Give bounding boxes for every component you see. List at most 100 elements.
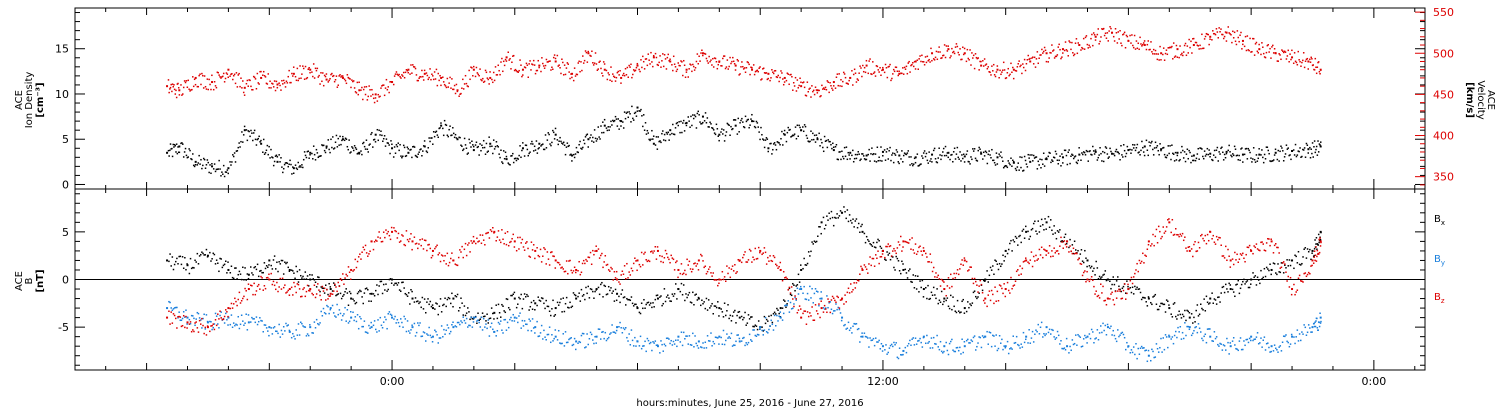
field-point: [656, 297, 659, 300]
field-sample: [704, 307, 707, 310]
velocity-sample: [1154, 49, 1157, 52]
field-sample: [703, 301, 705, 303]
density-sample: [1052, 160, 1054, 163]
density-sample: [202, 157, 205, 160]
velocity-sample: [1314, 57, 1317, 60]
density-sample: [1163, 153, 1166, 156]
velocity-sample: [1061, 56, 1063, 58]
density-point: [669, 129, 672, 132]
density-sample: [945, 154, 948, 157]
field-sample: [1305, 334, 1308, 336]
density-point: [227, 167, 230, 170]
density-sample: [851, 154, 853, 157]
velocity-sample: [615, 76, 618, 79]
velocity-sample: [1010, 62, 1012, 65]
velocity-sample: [696, 53, 699, 55]
field-sample: [1282, 272, 1285, 274]
field-sample: [275, 268, 277, 270]
density-sample: [338, 144, 340, 146]
velocity-sample: [955, 43, 958, 45]
field-sample: [423, 332, 426, 334]
field-sample: [615, 299, 618, 302]
density-sample: [809, 140, 811, 143]
field-sample: [965, 310, 968, 313]
density-sample: [594, 137, 597, 140]
density-sample: [978, 146, 980, 149]
field-sample: [1221, 349, 1224, 351]
field-sample: [578, 292, 580, 294]
velocity-sample: [998, 76, 1000, 79]
velocity-sample: [1033, 56, 1036, 59]
field-sample: [711, 345, 713, 347]
density-sample: [1240, 148, 1242, 150]
velocity-sample: [1086, 43, 1089, 46]
velocity-sample: [322, 72, 324, 74]
density-sample: [904, 153, 907, 155]
field-sample: [393, 318, 395, 320]
field-sample: [302, 275, 304, 278]
field-series-1: [166, 285, 1322, 363]
density-sample: [442, 134, 445, 137]
density-sample: [1025, 163, 1028, 165]
field-sample: [1177, 326, 1179, 329]
density-sample: [405, 154, 408, 157]
field-sample: [806, 292, 809, 295]
field-sample: [717, 337, 719, 339]
velocity-sample: [426, 74, 429, 77]
velocity-sample: [792, 89, 794, 91]
velocity-sample: [1183, 44, 1186, 47]
field-sample: [807, 251, 810, 253]
velocity-sample: [398, 73, 400, 76]
velocity-sample: [569, 77, 571, 80]
field-sample: [687, 343, 689, 345]
density-sample: [513, 157, 516, 160]
field-sample: [957, 310, 960, 312]
velocity-sample: [537, 59, 539, 62]
field-sample: [995, 260, 997, 263]
field-sample: [343, 313, 345, 315]
field-sample: [430, 305, 433, 308]
velocity-sample: [1051, 44, 1053, 46]
velocity-sample: [418, 77, 420, 79]
field-sample: [876, 241, 878, 244]
field-sample: [859, 341, 861, 343]
velocity-sample: [404, 71, 407, 74]
field-sample: [922, 336, 925, 339]
field-sample: [1180, 317, 1183, 319]
field-sample: [455, 295, 458, 298]
density-sample: [598, 136, 600, 138]
field-sample: [347, 322, 350, 324]
field-sample: [370, 300, 372, 303]
density-sample: [171, 155, 174, 158]
density-sample: [365, 139, 368, 141]
field-point: [1127, 345, 1130, 348]
field-sample: [670, 300, 672, 303]
density-sample: [235, 150, 238, 152]
velocity-sample: [459, 93, 461, 95]
density-point: [166, 151, 169, 154]
field-sample: [1164, 334, 1167, 336]
density-sample: [435, 130, 438, 133]
field-sample: [763, 315, 766, 318]
field-sample: [707, 299, 710, 301]
field-sample: [171, 256, 174, 258]
density-sample: [1263, 153, 1266, 156]
density-sample: [834, 145, 837, 148]
velocity-sample: [616, 71, 619, 74]
density-sample: [431, 137, 433, 139]
velocity-sample: [580, 61, 582, 63]
density-sample: [1168, 152, 1170, 155]
velocity-sample: [1140, 43, 1142, 45]
field-sample: [409, 332, 411, 334]
field-sample: [403, 287, 405, 289]
density-sample: [597, 126, 599, 128]
field-point: [841, 316, 844, 319]
field-sample: [898, 347, 901, 349]
velocity-sample: [889, 63, 891, 66]
velocity-sample: [1067, 55, 1069, 57]
density-sample: [690, 115, 692, 118]
velocity-sample: [1043, 46, 1046, 49]
velocity-sample: [874, 75, 877, 77]
density-point: [1209, 152, 1212, 155]
density-sample: [353, 145, 356, 147]
